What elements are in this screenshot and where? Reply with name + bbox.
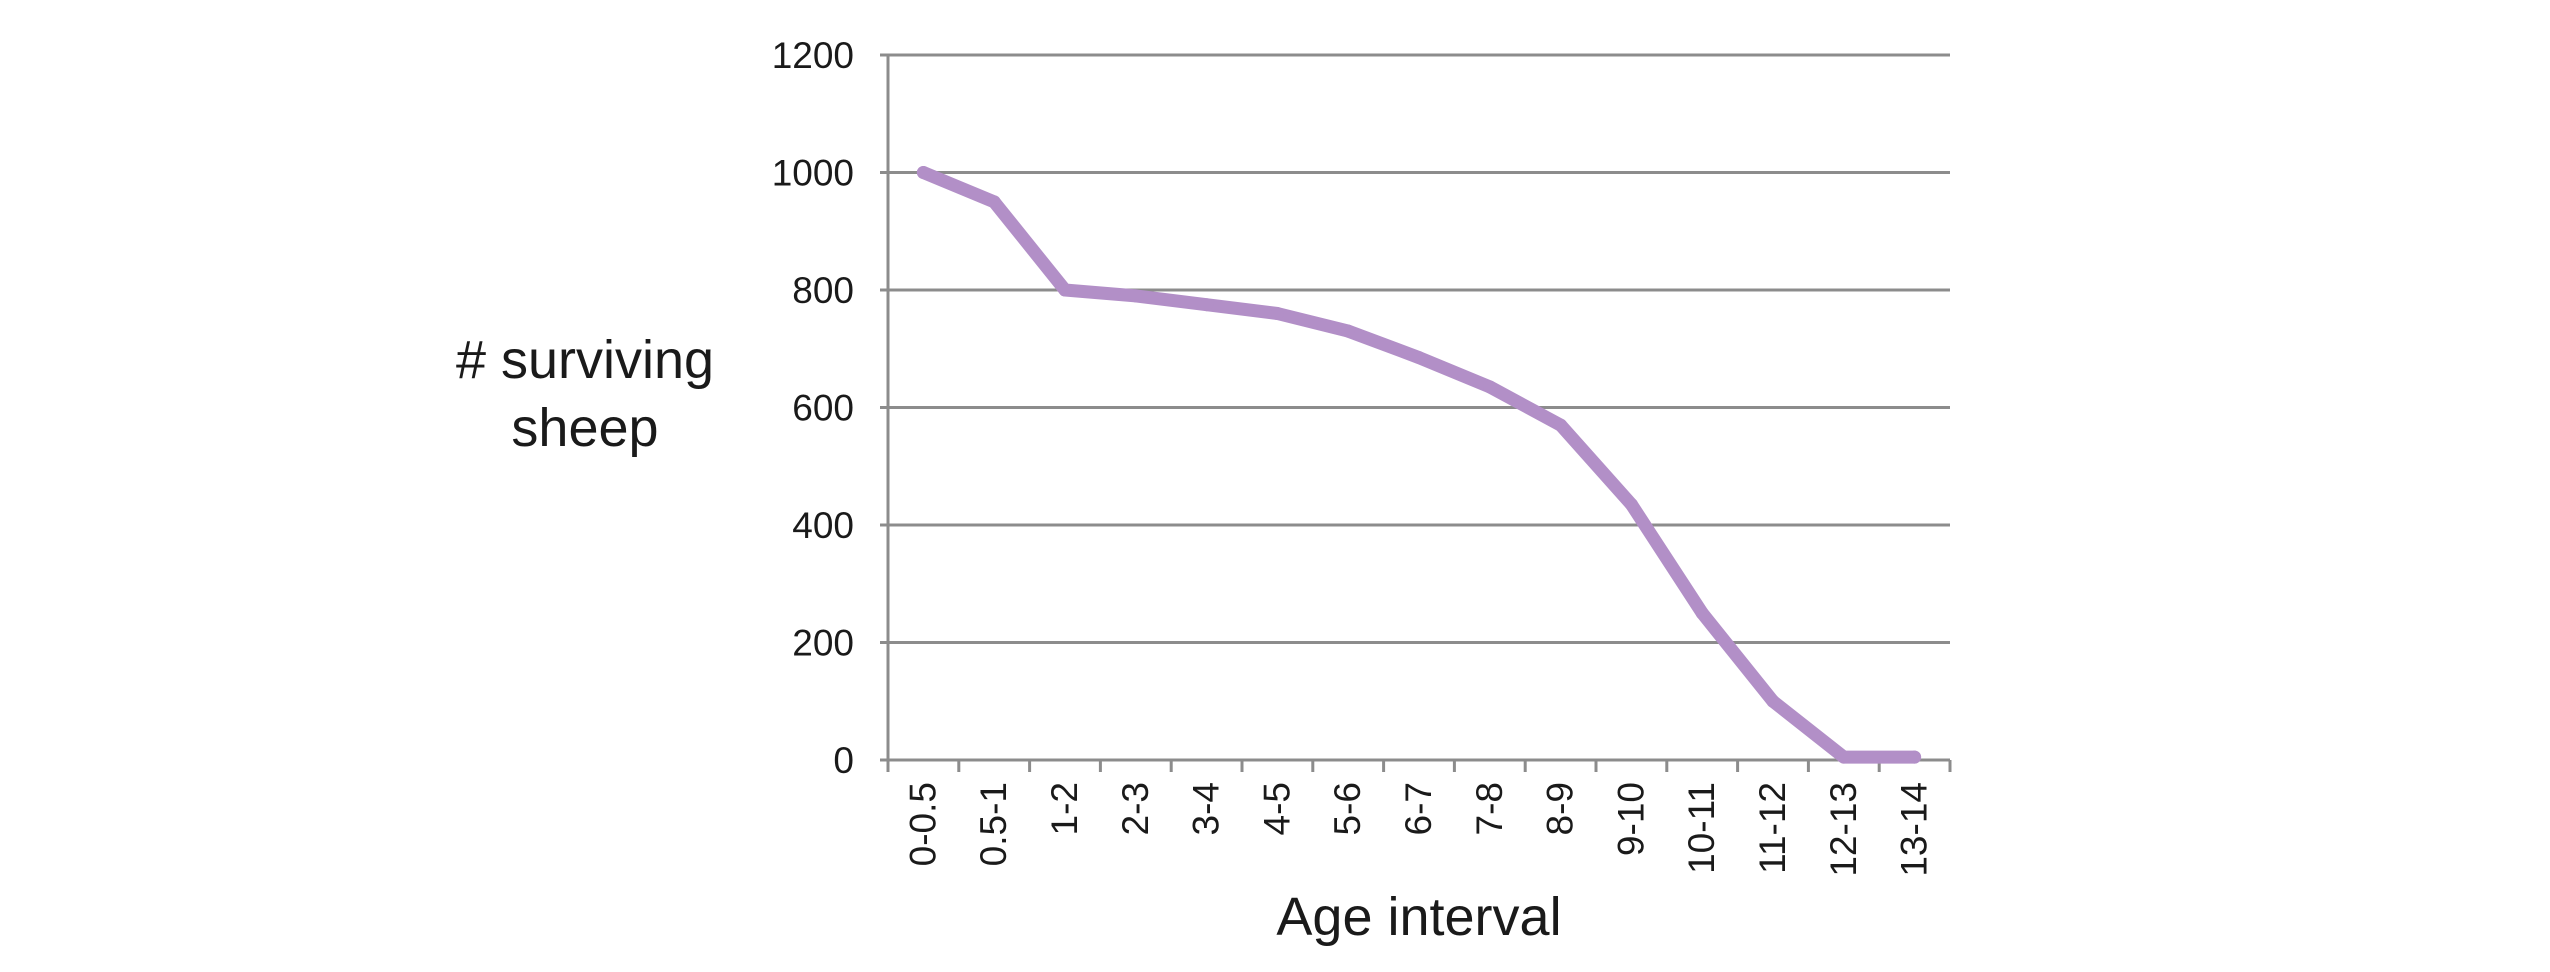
y-tick-label: 0 [833, 740, 854, 781]
data-point [1766, 694, 1780, 708]
x-axis-title: Age interval [1276, 887, 1561, 947]
data-point [1270, 307, 1284, 320]
data-point [1908, 750, 1922, 764]
x-tick-label: 3-4 [1186, 782, 1227, 835]
x-tick-label: 6-7 [1398, 782, 1439, 835]
data-point [987, 195, 1001, 209]
x-tick-label: 10-11 [1681, 782, 1722, 874]
x-tick-label: 12-13 [1823, 782, 1864, 877]
data-point [1129, 289, 1143, 303]
y-tick-label: 800 [792, 270, 854, 311]
y-tick-label: 1200 [772, 35, 854, 76]
data-point [1200, 298, 1214, 312]
series-layer [916, 166, 1922, 764]
x-tick-label: 9-10 [1610, 782, 1651, 856]
x-tick-label: 2-3 [1115, 782, 1156, 835]
y-tick-label: 600 [792, 388, 854, 429]
data-point [1483, 380, 1497, 394]
y-axis-title-line-1: # surviving [456, 330, 714, 390]
x-tick-label: 4-5 [1256, 782, 1297, 835]
series-line [916, 166, 1922, 764]
gridlines [888, 53, 1950, 644]
x-tick-label: 5-6 [1327, 782, 1368, 835]
data-point [1624, 497, 1638, 511]
x-tick-label: 13-14 [1894, 782, 1935, 877]
x-tick-label: 1-2 [1044, 782, 1085, 835]
data-point [1412, 351, 1426, 365]
x-tick-label: 11-12 [1752, 782, 1793, 874]
x-tick-label: 7-8 [1469, 782, 1510, 835]
data-point [1837, 750, 1851, 764]
x-tick-label: 8-9 [1540, 782, 1581, 835]
data-point [1695, 606, 1709, 620]
data-point [1058, 283, 1072, 297]
data-point [1554, 418, 1568, 432]
y-axis-title-line-2: sheep [511, 398, 658, 458]
x-tick-label: 0.5-1 [973, 782, 1014, 866]
x-tick-labels: 0-0.5 0.5-1 1-2 2-3 3-4 4-5 5-6 6-7 7-8 8-9 9-10 10… [902, 782, 1934, 877]
axes [880, 53, 1952, 772]
data-point [1341, 324, 1355, 338]
y-tick-label: 200 [792, 623, 854, 664]
y-tick-label: 400 [792, 505, 854, 546]
y-tick-labels: 0 200 400 600 800 1000 1200 [772, 35, 854, 781]
data-point [916, 166, 930, 179]
x-tick-label: 0-0.5 [902, 782, 943, 866]
y-tick-label: 1000 [772, 153, 854, 194]
